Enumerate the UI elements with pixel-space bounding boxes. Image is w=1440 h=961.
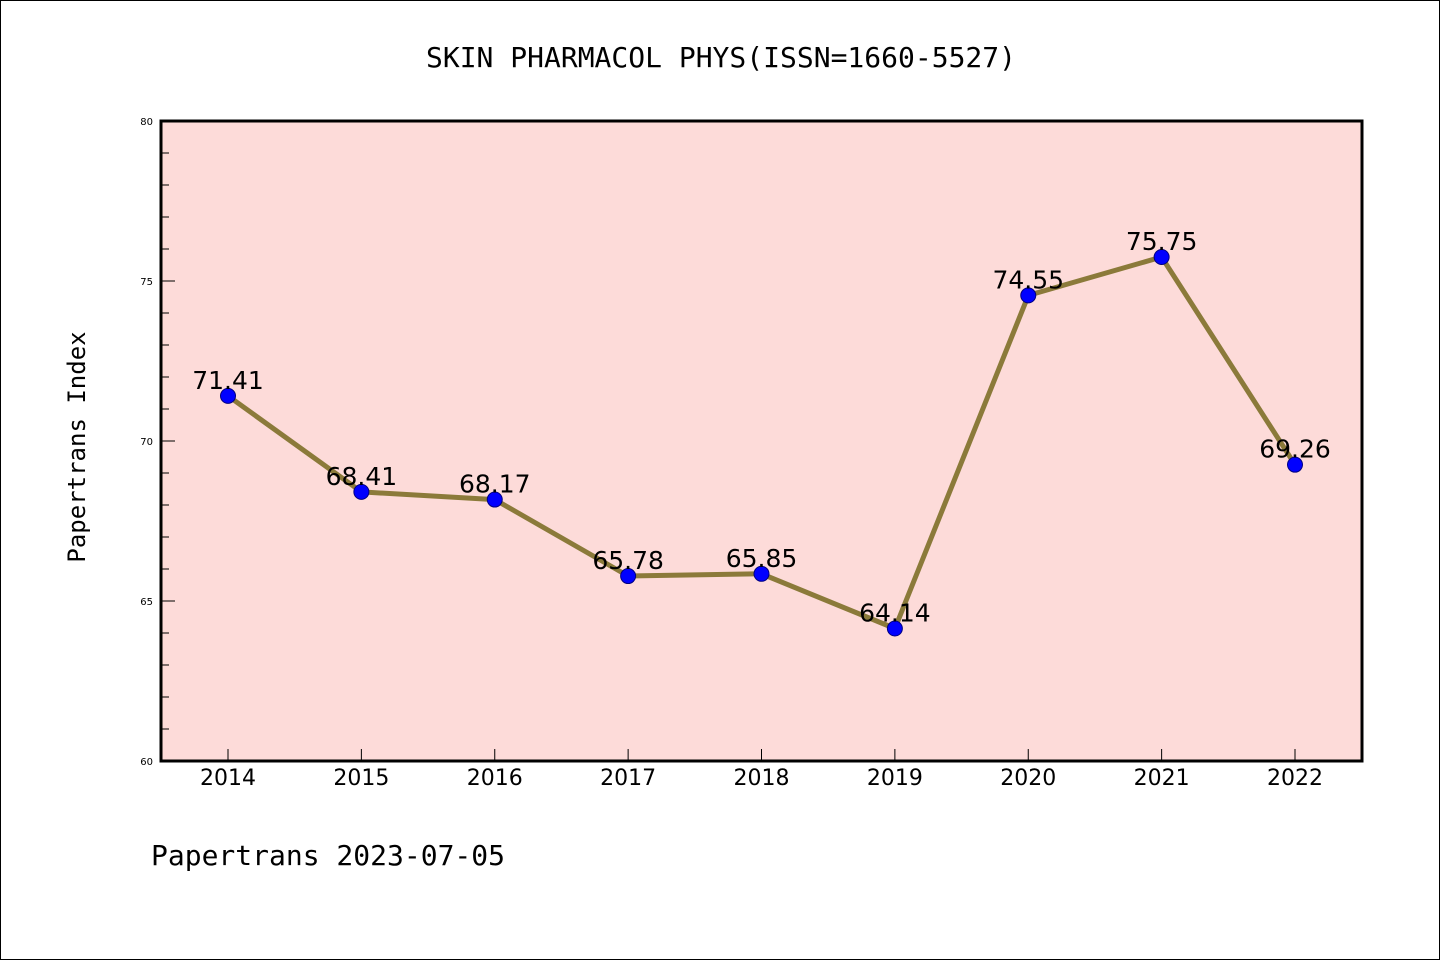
data-label: 68.41: [326, 462, 398, 491]
data-point: [620, 568, 637, 585]
y-tick-label: 65: [140, 597, 153, 608]
x-tick-label: 2021: [1134, 766, 1190, 791]
data-label: 74.55: [992, 265, 1064, 294]
plot-border: [159, 119, 1364, 763]
data-point: [1020, 287, 1037, 304]
x-axis-ticks: 2014 2015 2016 2017 2018 2019 2020 2021 2022: [200, 749, 1323, 791]
plot-area: [161, 121, 1362, 761]
y-tick-label: 70: [140, 437, 153, 448]
footer-credit: Papertrans 2023-07-05: [151, 839, 505, 872]
data-markers: [220, 249, 1303, 637]
data-label: 65.78: [592, 546, 664, 575]
data-point: [353, 483, 370, 500]
x-tick-label: 2019: [867, 766, 923, 791]
x-tick-label: 2018: [734, 766, 790, 791]
y-tick-label: 75: [140, 277, 153, 288]
data-label: 64.14: [859, 599, 931, 628]
chart-title: SKIN PHARMACOL PHYS(ISSN=1660-5527): [426, 41, 1016, 74]
data-label: 75.75: [1126, 227, 1198, 256]
x-tick-label: 2022: [1267, 766, 1323, 791]
data-label: 71.41: [192, 366, 264, 395]
data-label: 68.17: [459, 470, 531, 499]
x-tick-label: 2016: [467, 766, 523, 791]
x-tick-label: 2014: [200, 766, 256, 791]
y-axis-label: Papertrans Index: [63, 331, 91, 562]
data-point: [486, 491, 503, 508]
data-point: [1153, 249, 1170, 265]
data-labels: 71.41 68.41 68.17 65.78 65.85 64.14 74.55 75.75…: [192, 227, 1331, 628]
y-tick-label: 80: [140, 117, 153, 128]
data-label: 69.26: [1259, 435, 1331, 464]
data-point: [220, 387, 236, 404]
y-tick-label: 60: [140, 757, 153, 768]
data-label: 65.85: [726, 544, 798, 573]
x-tick-label: 2017: [600, 766, 656, 791]
x-tick-label: 2020: [1000, 766, 1056, 791]
data-point: [886, 620, 903, 637]
data-point: [753, 565, 770, 582]
data-point: [1287, 456, 1303, 473]
x-tick-label: 2015: [333, 766, 389, 791]
